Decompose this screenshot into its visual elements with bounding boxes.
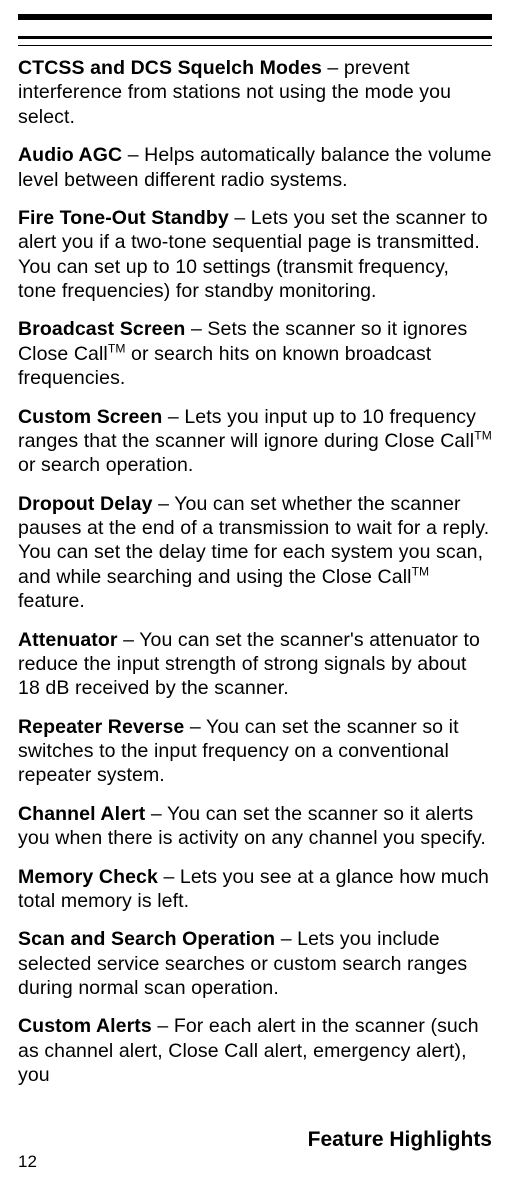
top-rule-hair <box>18 45 492 46</box>
feature-para: CTCSS and DCS Squelch Modes – prevent in… <box>18 56 492 129</box>
feature-title: Custom Alerts <box>18 1015 152 1037</box>
feature-title: Audio AGC <box>18 144 122 166</box>
feature-para: Memory Check – Lets you see at a glance … <box>18 865 492 914</box>
feature-para: Custom Screen – Lets you input up to 10 … <box>18 405 492 478</box>
feature-title: Attenuator <box>18 629 118 651</box>
feature-para: Dropout Delay – You can set whether the … <box>18 492 492 614</box>
feature-para: Custom Alerts – For each alert in the sc… <box>18 1014 492 1087</box>
top-rule-thin <box>18 36 492 39</box>
tm-sup: TM <box>412 564 430 578</box>
feature-title: Memory Check <box>18 866 158 888</box>
feature-para: Repeater Reverse – You can set the scann… <box>18 715 492 788</box>
feature-para: Fire Tone-Out Standby – Lets you set the… <box>18 206 492 304</box>
feature-para: Attenuator – You can set the scanner's a… <box>18 628 492 701</box>
feature-body-post: feature. <box>18 590 85 612</box>
feature-title: CTCSS and DCS Squelch Modes <box>18 57 322 79</box>
feature-body-post: or search operation. <box>18 454 193 476</box>
feature-para: Broadcast Screen – Sets the scanner so i… <box>18 317 492 390</box>
feature-title: Repeater Reverse <box>18 716 184 738</box>
feature-title: Fire Tone-Out Standby <box>18 207 229 229</box>
document-page: CTCSS and DCS Squelch Modes – prevent in… <box>0 0 510 1180</box>
feature-para: Channel Alert – You can set the scanner … <box>18 802 492 851</box>
page-number: 12 <box>18 1152 37 1172</box>
feature-para: Scan and Search Operation – Lets you inc… <box>18 927 492 1000</box>
footer-title: Feature Highlights <box>308 1128 492 1152</box>
feature-title: Channel Alert <box>18 803 145 825</box>
feature-title: Dropout Delay <box>18 493 153 515</box>
tm-sup: TM <box>108 341 126 355</box>
feature-title: Scan and Search Operation <box>18 928 275 950</box>
top-rule-thick <box>18 14 492 20</box>
tm-sup: TM <box>474 428 492 442</box>
feature-para: Audio AGC – Helps automatically balance … <box>18 143 492 192</box>
feature-title: Custom Screen <box>18 406 162 428</box>
feature-title: Broadcast Screen <box>18 318 185 340</box>
